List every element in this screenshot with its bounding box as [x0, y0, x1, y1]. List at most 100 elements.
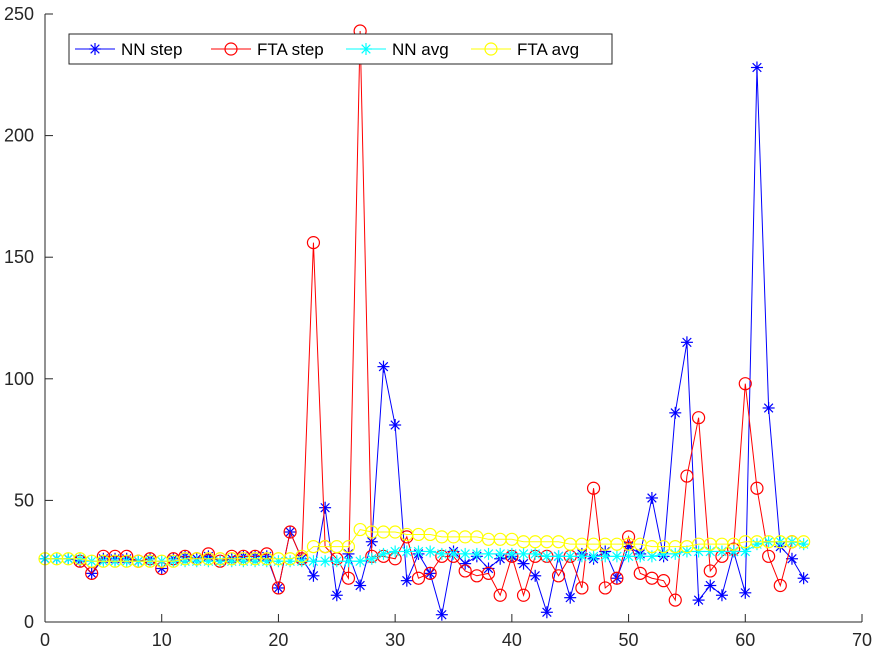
y-tick-label: 150: [4, 247, 34, 267]
x-tick-label: 50: [619, 630, 639, 650]
legend-item: NN avg: [346, 40, 449, 59]
data-point: [435, 608, 448, 621]
legend-item: NN step: [75, 40, 182, 59]
data-point: [529, 547, 542, 560]
data-point: [424, 545, 437, 558]
legend-item: FTA avg: [471, 40, 579, 59]
data-point: [179, 555, 192, 568]
data-point: [797, 572, 810, 585]
x-tick-label: 10: [152, 630, 172, 650]
data-point: [564, 591, 577, 604]
data-point: [680, 336, 693, 349]
data-point: [797, 538, 810, 551]
data-point: [412, 545, 425, 558]
data-point: [692, 545, 705, 558]
x-tick-label: 20: [268, 630, 288, 650]
data-point: [599, 550, 612, 563]
legend-marker: [484, 42, 498, 56]
legend-marker: [89, 43, 101, 55]
data-point: [202, 555, 215, 568]
data-point: [505, 547, 518, 560]
y-tick-label: 100: [4, 369, 34, 389]
x-tick-label: 0: [40, 630, 50, 650]
data-point: [341, 540, 356, 554]
data-point: [447, 547, 460, 560]
data-point: [692, 594, 705, 607]
data-point: [622, 550, 635, 563]
data-point: [377, 360, 390, 373]
data-point: [668, 593, 682, 607]
series-fta-avg: [38, 522, 811, 568]
axes: 0 10 20 30 40 50 60 70 0 50 100 150 200 250: [4, 4, 872, 650]
data-point: [540, 606, 553, 619]
legend: NN step FTA step NN avg FTA avg: [68, 33, 613, 65]
legend-label: FTA step: [257, 40, 324, 59]
data-point: [389, 419, 402, 432]
data-point: [271, 581, 286, 595]
data-point: [307, 569, 320, 582]
data-point: [516, 588, 531, 602]
data-point: [214, 555, 227, 568]
data-point: [330, 555, 343, 568]
data-point: [669, 406, 682, 419]
data-point: [575, 550, 588, 563]
data-point: [598, 581, 612, 595]
data-point: [727, 545, 740, 558]
data-point: [342, 555, 355, 568]
data-point: [750, 538, 763, 551]
legend-label: NN avg: [392, 40, 449, 59]
series-fta-step: [73, 24, 799, 607]
y-tick-label: 50: [14, 490, 34, 510]
data-point: [493, 588, 507, 602]
data-point: [750, 61, 763, 74]
data-point: [517, 557, 530, 570]
data-point: [587, 550, 600, 563]
data-point: [762, 549, 776, 563]
data-point: [762, 401, 775, 414]
data-point: [435, 547, 448, 560]
data-point: [319, 555, 332, 568]
x-tick-label: 40: [502, 630, 522, 650]
data-point: [307, 555, 320, 568]
data-point: [459, 547, 472, 560]
data-point: [354, 579, 367, 592]
x-tick-label: 60: [735, 630, 755, 650]
data-point: [225, 555, 238, 568]
data-point: [703, 564, 717, 578]
data-point: [645, 491, 658, 504]
data-point: [354, 555, 367, 568]
data-point: [237, 555, 250, 568]
data-point: [669, 547, 682, 560]
data-point: [715, 545, 728, 558]
data-point: [739, 545, 752, 558]
data-point: [610, 550, 623, 563]
legend-label: FTA avg: [517, 40, 579, 59]
data-point: [575, 581, 589, 595]
data-point: [773, 578, 787, 593]
data-point: [586, 481, 601, 495]
data-point: [295, 549, 309, 563]
data-point: [365, 552, 378, 565]
data-point: [564, 550, 577, 563]
data-point: [517, 547, 530, 560]
data-point: [494, 547, 507, 560]
data-point: [657, 547, 670, 560]
data-point: [739, 586, 752, 599]
legend-marker: [224, 42, 238, 56]
data-point: [423, 566, 437, 580]
data-point: [272, 555, 285, 568]
data-point: [691, 411, 706, 425]
data-point: [377, 547, 390, 560]
data-point: [715, 589, 728, 602]
series-line: [79, 31, 793, 602]
data-point: [190, 555, 203, 568]
y-tick-label: 200: [4, 126, 34, 146]
data-point: [738, 377, 752, 391]
data-point: [319, 501, 332, 514]
data-point: [400, 574, 413, 587]
y-tick-label: 250: [4, 4, 34, 24]
data-point: [389, 545, 402, 558]
legend-item: FTA step: [211, 40, 324, 59]
data-point: [704, 545, 717, 558]
